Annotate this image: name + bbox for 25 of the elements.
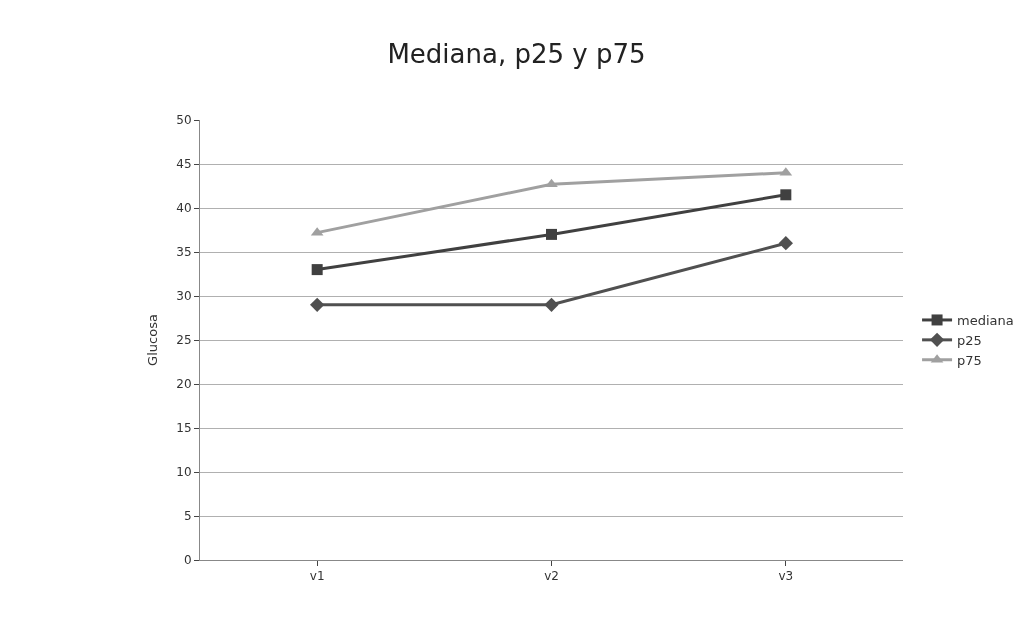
y-tick-label: 45 <box>176 157 192 172</box>
point <box>546 228 557 240</box>
x-tick-label: v1 <box>309 569 325 584</box>
point <box>544 297 559 312</box>
y-tick-label: 5 <box>183 509 192 524</box>
point <box>778 236 793 251</box>
chart-title: Mediana, p25 y p75 <box>387 39 646 69</box>
y-tick-label: 35 <box>176 245 192 260</box>
x-tick-label: v3 <box>778 569 794 584</box>
y-tick-label: 0 <box>183 553 192 568</box>
point <box>780 189 792 201</box>
legend-label: mediana <box>957 313 1014 329</box>
y-axis-title: Glucosa <box>145 314 161 366</box>
point <box>310 297 325 312</box>
y-tick-label: 40 <box>176 201 192 216</box>
x-tick-label: v2 <box>544 569 559 584</box>
legend-label: p25 <box>957 332 982 348</box>
y-tick-label: 50 <box>176 113 192 128</box>
y-tick-label: 20 <box>176 377 192 392</box>
legend-label: p75 <box>957 352 982 368</box>
point <box>311 264 323 276</box>
y-tick-label: 30 <box>176 289 192 304</box>
y-tick-label: 15 <box>176 421 192 436</box>
y-tick-label: 25 <box>176 333 192 348</box>
y-tick-label: 10 <box>176 465 192 480</box>
